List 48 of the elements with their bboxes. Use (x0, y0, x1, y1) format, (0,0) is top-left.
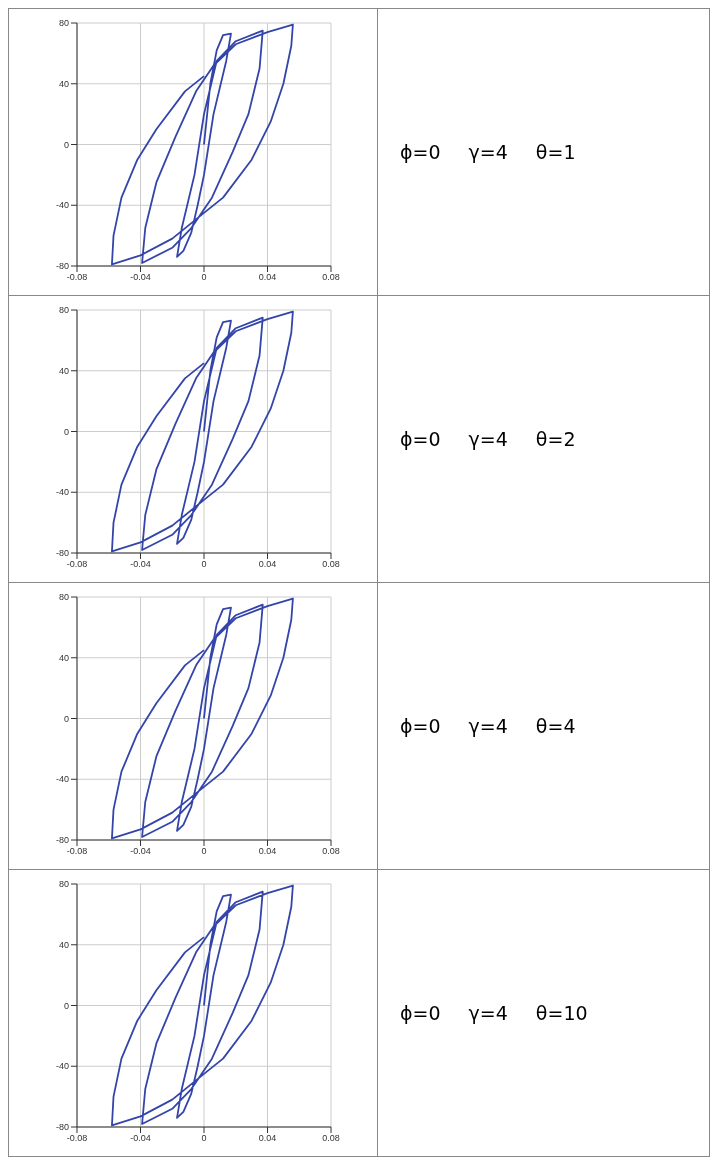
line-series (111, 23, 294, 265)
x-tick-label: 0.08 (322, 271, 340, 282)
x-tick-label: 0.08 (322, 558, 340, 569)
y-tick-label: -40 (55, 486, 69, 497)
y-tick-label: -40 (55, 1060, 69, 1071)
y-tick-label: -40 (55, 773, 69, 784)
text: ϕ=0 γ=4 θ=1 (400, 141, 576, 163)
line-series (111, 884, 294, 1126)
x-tick-label: 0 (201, 271, 207, 282)
text: ϕ=0 γ=4 θ=4 (400, 715, 576, 737)
x-tick-label: -0.08 (66, 845, 88, 856)
x-tick-label: -0.04 (130, 1132, 151, 1143)
x-tick-label: 0.04 (258, 845, 277, 856)
y-tick-label: 80 (58, 878, 69, 889)
text: ϕ=0 γ=4 θ=10 (400, 1002, 588, 1024)
x-tick-label: 0 (201, 845, 207, 856)
y-tick-label: 40 (58, 939, 69, 950)
y-tick-label: 40 (58, 365, 69, 376)
x-tick-label: -0.04 (130, 845, 151, 856)
y-tick-label: 40 (58, 652, 69, 663)
text: ϕ=0 γ=4 θ=2 (400, 428, 576, 450)
x-tick-label: 0.04 (258, 271, 277, 282)
y-tick-label: 40 (58, 78, 69, 89)
y-tick-label: 80 (58, 591, 69, 602)
x-tick-label: 0.08 (322, 1132, 340, 1143)
line-series (111, 597, 294, 839)
line-series (111, 310, 294, 552)
x-tick-label: -0.04 (130, 558, 151, 569)
y-tick-label: 0 (63, 426, 69, 437)
x-tick-label: 0 (201, 1132, 207, 1143)
y-tick-label: 80 (58, 17, 69, 28)
x-tick-label: 0 (201, 558, 207, 569)
x-tick-label: -0.08 (66, 1132, 88, 1143)
x-tick-label: 0.08 (322, 845, 340, 856)
x-tick-label: -0.08 (66, 558, 88, 569)
y-tick-label: -80 (55, 1121, 69, 1132)
y-tick-label: -40 (55, 199, 69, 210)
x-tick-label: 0.04 (258, 1132, 277, 1143)
y-tick-label: 0 (63, 139, 69, 150)
y-tick-label: -80 (55, 834, 69, 845)
y-tick-label: -80 (55, 260, 69, 271)
x-tick-label: -0.08 (66, 271, 88, 282)
x-tick-label: 0.04 (258, 558, 277, 569)
y-tick-label: 0 (63, 713, 69, 724)
x-tick-label: -0.04 (130, 271, 151, 282)
y-tick-label: 80 (58, 304, 69, 315)
y-tick-label: 0 (63, 1000, 69, 1011)
y-tick-label: -80 (55, 547, 69, 558)
